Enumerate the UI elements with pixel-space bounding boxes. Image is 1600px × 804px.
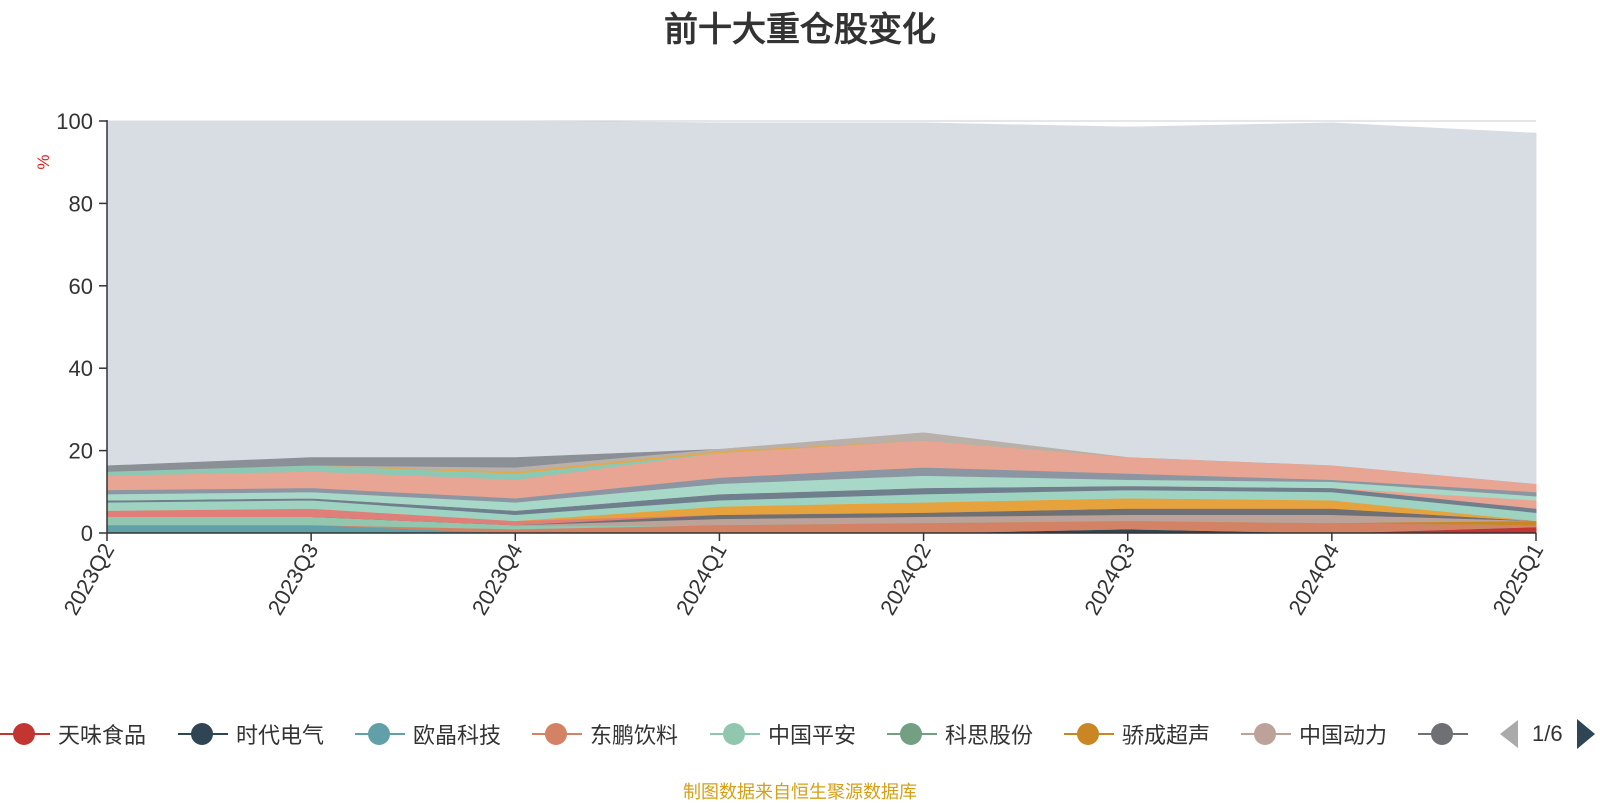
legend-label: 欧晶科技	[413, 723, 502, 748]
legend-label: 骄成超声	[1122, 723, 1211, 748]
y-axis-label: %	[34, 154, 53, 169]
x-tick-label: 2023Q3	[263, 539, 324, 619]
legend-item[interactable]: 东鹏饮料	[532, 716, 678, 752]
legend-label: 东鹏饮料	[590, 723, 679, 748]
legend-page-indicator: 1/6	[1532, 721, 1563, 746]
legend-item[interactable]: 欧晶科技	[355, 716, 501, 752]
stacked-area-chart: 0 20 40 60 80 100% 2023Q2 2023Q3 2023Q4 2024Q1 202…	[34, 109, 1549, 619]
area-series-21[interactable]	[106, 120, 1537, 485]
legend-marker-icon	[710, 722, 760, 746]
legend-pager: 1/6	[1500, 716, 1595, 752]
legend-item[interactable]: 时代电气	[178, 716, 324, 752]
y-tick-label: 100	[56, 109, 93, 134]
y-tick-label: 60	[69, 274, 93, 299]
legend-item[interactable]	[1418, 716, 1470, 752]
x-tick-label: 2024Q1	[671, 539, 732, 619]
legend-label: 天味食品	[58, 723, 147, 748]
x-tick-label: 2023Q2	[59, 539, 120, 619]
legend: 天味食品 时代电气 欧晶科技 东鹏饮料 中国平安 科思股份 骄成超声 中国动力	[0, 716, 1470, 752]
x-tick-label: 2023Q4	[467, 539, 528, 619]
legend-label: 科思股份	[945, 723, 1034, 748]
legend-item[interactable]: 中国平安	[710, 716, 856, 752]
legend-marker-icon	[1241, 722, 1291, 746]
legend-marker-icon	[0, 722, 50, 746]
chart-title: 前十大重仓股变化	[664, 11, 936, 49]
data-source-note: 制图数据来自恒生聚源数据库	[683, 782, 917, 802]
legend-marker-icon	[355, 722, 405, 746]
y-tick-label: 0	[81, 521, 93, 546]
legend-prev-page-icon[interactable]	[1500, 720, 1518, 748]
legend-item[interactable]: 骄成超声	[1064, 716, 1210, 752]
legend-item[interactable]: 科思股份	[887, 716, 1033, 752]
legend-next-page-icon[interactable]	[1576, 719, 1595, 749]
legend-label: 时代电气	[236, 723, 325, 748]
legend-item[interactable]: 天味食品	[0, 716, 146, 752]
x-tick-label: 2025Q1	[1488, 539, 1549, 619]
x-tick-label: 2024Q4	[1283, 539, 1344, 619]
legend-marker-icon	[178, 722, 228, 746]
legend-marker-icon	[532, 722, 582, 746]
legend-label: 中国平安	[768, 723, 857, 748]
x-tick-label: 2024Q2	[875, 539, 936, 619]
legend-marker-icon	[1418, 722, 1468, 746]
y-tick-label: 80	[69, 191, 93, 216]
legend-marker-icon	[887, 722, 937, 746]
legend-item[interactable]: 中国动力	[1241, 716, 1387, 752]
legend-marker-icon	[1064, 722, 1114, 746]
x-tick-label: 2024Q3	[1079, 539, 1140, 619]
y-tick-label: 20	[69, 439, 93, 464]
legend-label: 中国动力	[1299, 723, 1388, 748]
y-tick-label: 40	[69, 356, 93, 381]
area-series	[106, 120, 1537, 534]
